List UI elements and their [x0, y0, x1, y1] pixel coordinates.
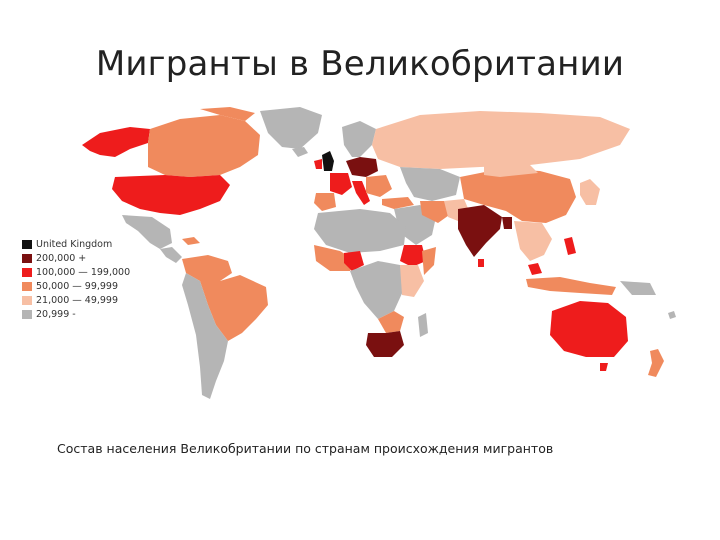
region-new-zealand [648, 349, 664, 377]
region-central-africa [350, 261, 404, 319]
region-south-africa [366, 331, 404, 357]
region-canada [148, 115, 260, 177]
region-australia [550, 301, 628, 357]
region-new-guinea [620, 281, 656, 295]
region-bangladesh [502, 217, 512, 229]
region-sri-lanka [478, 259, 484, 267]
region-usa [112, 175, 230, 215]
legend-label: 100,000 — 199,000 [36, 267, 131, 278]
region-philippines [564, 237, 576, 255]
map-legend: United Kingdom 200,000 + 100,000 — 199,0… [22, 238, 162, 322]
region-china [460, 169, 576, 223]
legend-label: 200,000 + [36, 253, 87, 264]
region-italy [352, 181, 370, 205]
region-turkey [382, 197, 414, 209]
region-ireland [314, 159, 322, 169]
region-canada-islands [200, 107, 255, 121]
region-korea-japan [580, 179, 600, 205]
region-madagascar [418, 313, 428, 337]
region-ethiopia [400, 245, 426, 267]
legend-label: 20,999 - [36, 309, 76, 320]
region-india [458, 205, 502, 257]
legend-label: United Kingdom [36, 239, 113, 250]
world-map [60, 105, 690, 405]
region-germany-poland [346, 157, 378, 177]
region-iberia [314, 193, 336, 211]
world-map-svg [82, 107, 676, 399]
region-southern-africa-mid [378, 311, 404, 333]
region-russia [372, 111, 630, 169]
legend-swatch [22, 296, 32, 305]
legend-swatch [22, 268, 32, 277]
slide-title: Мигранты в Великобритании [95, 44, 625, 84]
region-somalia [422, 247, 436, 275]
region-tasmania [600, 363, 608, 371]
region-iceland [292, 147, 308, 157]
region-pacific-islands [668, 311, 676, 319]
legend-swatch [22, 254, 32, 263]
region-mexico [122, 215, 172, 249]
legend-item-below-21k: 20,999 - [22, 308, 162, 321]
legend-item-50k-99k: 50,000 — 99,999 [22, 280, 162, 293]
slide-caption: Состав населения Великобритании по стран… [57, 441, 554, 456]
region-east-africa [400, 265, 424, 297]
region-south-america-north [182, 255, 232, 281]
region-caribbean [182, 237, 200, 245]
region-greenland [260, 107, 322, 149]
region-eastern-europe [366, 175, 392, 197]
region-france [330, 173, 352, 195]
legend-label: 21,000 — 49,999 [36, 295, 119, 306]
region-north-africa [314, 209, 406, 253]
region-alaska [82, 127, 150, 157]
region-indonesia [526, 277, 616, 295]
legend-item-100k-199k: 100,000 — 199,000 [22, 266, 162, 279]
region-central-asia [400, 167, 460, 201]
region-brazil [200, 275, 268, 341]
legend-item-united-kingdom: United Kingdom [22, 238, 162, 251]
region-iran [420, 201, 452, 223]
region-malaysia [528, 263, 542, 275]
region-scandinavia [342, 121, 376, 157]
region-nigeria [344, 251, 364, 271]
region-central-america [160, 247, 182, 263]
legend-item-21k-49k: 21,000 — 49,999 [22, 294, 162, 307]
region-mongolia [484, 165, 538, 177]
legend-label: 50,000 — 99,999 [36, 281, 119, 292]
region-southeast-asia [514, 221, 552, 261]
region-united-kingdom [322, 151, 334, 171]
region-south-america-west [182, 273, 228, 399]
legend-item-200k-plus: 200,000 + [22, 252, 162, 265]
legend-swatch [22, 240, 32, 249]
legend-swatch [22, 282, 32, 291]
legend-swatch [22, 310, 32, 319]
